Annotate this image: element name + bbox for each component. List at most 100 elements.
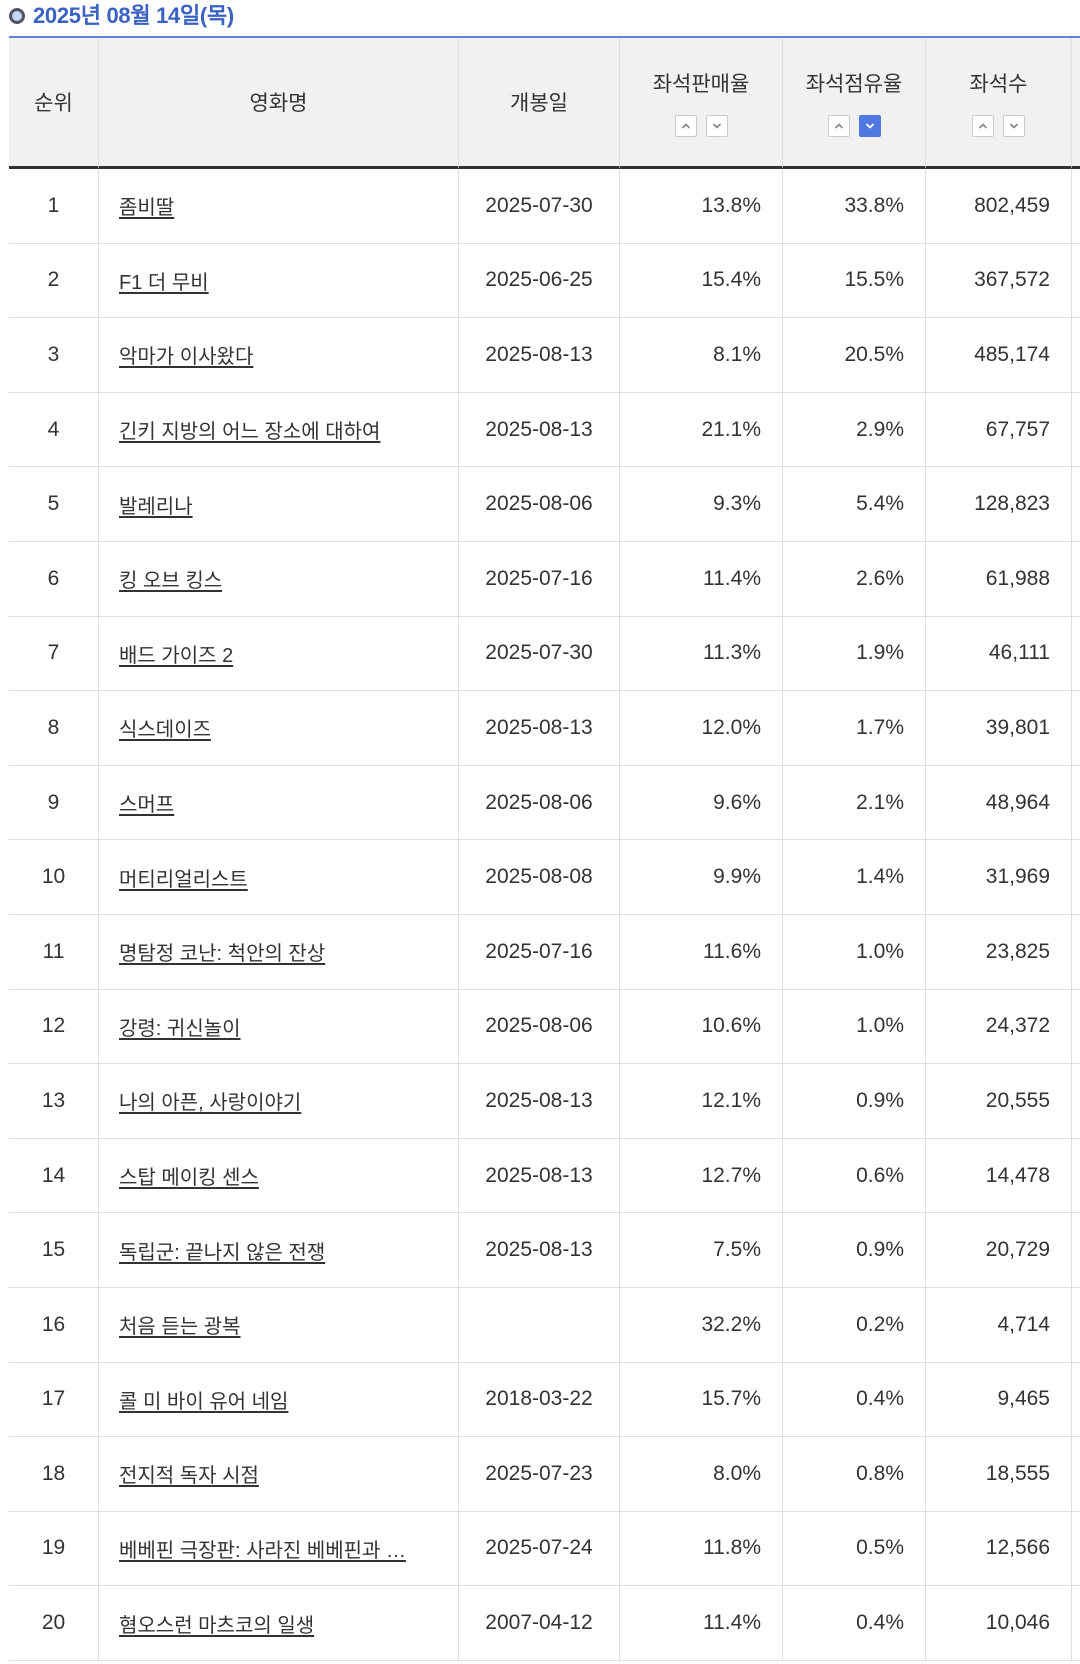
- table-row: 4 긴키 지방의 어느 장소에 대하여 2025-08-13 21.1% 2.9…: [9, 392, 1080, 468]
- seat-sales-rate-cell: 11.6%: [620, 914, 783, 990]
- seat-count-cell: 20,729: [926, 1213, 1072, 1288]
- rank-cell: 11: [9, 914, 99, 990]
- rank-cell: 9: [9, 765, 99, 841]
- seat-share-cell: 0.6%: [783, 1138, 926, 1214]
- column-header-label: 좌석수: [969, 73, 1028, 96]
- rank-cell: 3: [9, 318, 99, 393]
- movie-title-link[interactable]: 악마가 이사왔다: [119, 346, 254, 369]
- open-date-cell: [459, 1287, 620, 1363]
- movie-title-cell: 명탐정 코난: 척안의 잔상: [99, 914, 459, 990]
- seat-share-cell: 20.5%: [783, 318, 926, 393]
- rank-cell: 12: [9, 989, 99, 1065]
- movie-title-cell: F1 더 무비: [99, 243, 459, 319]
- movie-title-cell: 발레리나: [99, 467, 459, 542]
- movie-title-link[interactable]: 나의 아픈, 사랑이야기: [119, 1092, 302, 1115]
- movie-title-cell: 콜 미 바이 유어 네임: [99, 1362, 459, 1438]
- open-date-cell: 2025-08-13: [459, 392, 620, 468]
- seat-sales-rate-cell: 9.9%: [620, 840, 783, 915]
- movie-title-link[interactable]: 전지적 독자 시점: [119, 1465, 259, 1488]
- movie-title-link[interactable]: 스머프: [119, 794, 175, 817]
- movie-title-link[interactable]: 긴키 지방의 어느 장소에 대하여: [119, 421, 381, 444]
- rank-cell: 4: [9, 392, 99, 468]
- sort-ascending-button[interactable]: [972, 115, 994, 137]
- seat-sales-rate-cell: 8.1%: [620, 318, 783, 393]
- movie-title-cell: 악마가 이사왔다: [99, 318, 459, 393]
- sort-ascending-button[interactable]: [674, 115, 697, 137]
- open-date-cell: 2025-08-06: [459, 989, 620, 1065]
- table-row: 5 발레리나 2025-08-06 9.3% 5.4% 128,823: [9, 467, 1080, 542]
- movie-title-link[interactable]: 식스데이즈: [119, 719, 211, 742]
- rank-cell: 2: [9, 243, 99, 319]
- sort-descending-button[interactable]: [705, 115, 728, 137]
- seat-share-cell: 1.0%: [783, 914, 926, 990]
- table-row: 12 강령: 귀신놀이 2025-08-06 10.6% 1.0% 24,372: [9, 989, 1080, 1065]
- seat-count-cell: 12,566: [926, 1511, 1072, 1587]
- movie-title-link[interactable]: 명탐정 코난: 척안의 잔상: [119, 943, 326, 966]
- movie-title-cell: 전지적 독자 시점: [99, 1437, 459, 1512]
- seat-share-cell: 2.1%: [783, 765, 926, 841]
- movie-title-link[interactable]: 베베핀 극장판: 사라진 베베핀과 …: [119, 1539, 406, 1562]
- sort-descending-button[interactable]: [858, 115, 881, 137]
- box-office-table: 순위 영화명 개봉일 좌석판매율 좌석점유율: [9, 36, 1080, 1661]
- column-header-seat-share: 좌석점유율: [783, 38, 926, 169]
- rank-cell: 5: [9, 467, 99, 542]
- rank-cell: 13: [9, 1064, 99, 1139]
- seat-count-cell: 24,372: [926, 989, 1072, 1065]
- movie-title-link[interactable]: 처음 듣는 광복: [119, 1316, 241, 1339]
- sort-controls: [783, 115, 925, 137]
- column-header-overflow: [1072, 38, 1080, 169]
- movie-title-link[interactable]: 배드 가이즈 2: [119, 644, 234, 667]
- column-header-open-date: 개봉일: [459, 38, 620, 169]
- seat-share-cell: 15.5%: [783, 243, 926, 319]
- open-date-cell: 2025-06-25: [459, 243, 620, 319]
- open-date-cell: 2018-03-22: [459, 1362, 620, 1438]
- sort-ascending-button[interactable]: [827, 115, 850, 137]
- seat-sales-rate-cell: 11.4%: [620, 1586, 783, 1661]
- movie-title-link[interactable]: 강령: 귀신놀이: [119, 1017, 241, 1040]
- movie-title-link[interactable]: 좀비딸: [119, 197, 175, 220]
- table-row: 13 나의 아픈, 사랑이야기 2025-08-13 12.1% 0.9% 20…: [9, 1064, 1080, 1139]
- movie-title-link[interactable]: 혐오스런 마츠코의 일생: [119, 1614, 315, 1637]
- sort-descending-button[interactable]: [1003, 115, 1025, 137]
- overflow-cell: [1072, 840, 1080, 915]
- movie-title-cell: 나의 아픈, 사랑이야기: [99, 1064, 459, 1139]
- seat-sales-rate-cell: 9.6%: [620, 765, 783, 841]
- seat-sales-rate-cell: 32.2%: [620, 1287, 783, 1363]
- seat-count-cell: 485,174: [926, 318, 1072, 393]
- seat-count-cell: 67,757: [926, 392, 1072, 468]
- seat-sales-rate-cell: 13.8%: [620, 169, 783, 244]
- open-date-cell: 2007-04-12: [459, 1586, 620, 1661]
- seat-sales-rate-cell: 15.7%: [620, 1362, 783, 1438]
- rank-cell: 1: [9, 169, 99, 244]
- movie-title-link[interactable]: 킹 오브 킹스: [119, 570, 223, 593]
- open-date-cell: 2025-08-13: [459, 1138, 620, 1214]
- chevron-up-icon: [834, 123, 843, 129]
- seat-sales-rate-cell: 9.3%: [620, 467, 783, 542]
- movie-title-link[interactable]: 머티리얼리스트: [119, 868, 248, 891]
- header-row: 순위 영화명 개봉일 좌석판매율 좌석점유율: [9, 38, 1080, 169]
- table-row: 17 콜 미 바이 유어 네임 2018-03-22 15.7% 0.4% 9,…: [9, 1362, 1080, 1438]
- seat-sales-rate-cell: 12.7%: [620, 1138, 783, 1214]
- seat-sales-rate-cell: 11.3%: [620, 616, 783, 692]
- movie-title-link[interactable]: F1 더 무비: [119, 271, 209, 294]
- movie-title-cell: 혐오스런 마츠코의 일생: [99, 1586, 459, 1661]
- column-header-label: 영화명: [249, 92, 308, 115]
- movie-title-link[interactable]: 콜 미 바이 유어 네임: [119, 1390, 289, 1413]
- movie-title-cell: 스머프: [99, 765, 459, 841]
- movie-title-link[interactable]: 독립군: 끝나지 않은 전쟁: [119, 1241, 326, 1264]
- seat-count-cell: 128,823: [926, 467, 1072, 542]
- seat-share-cell: 2.9%: [783, 392, 926, 468]
- seat-sales-rate-cell: 8.0%: [620, 1437, 783, 1512]
- movie-title-cell: 식스데이즈: [99, 691, 459, 766]
- open-date-cell: 2025-07-30: [459, 616, 620, 692]
- movie-title-link[interactable]: 스탑 메이킹 센스: [119, 1167, 259, 1190]
- movie-title-cell: 스탑 메이킹 센스: [99, 1138, 459, 1214]
- table-row: 9 스머프 2025-08-06 9.6% 2.1% 48,964: [9, 765, 1080, 841]
- seat-share-cell: 1.7%: [783, 691, 926, 766]
- open-date-cell: 2025-08-06: [459, 765, 620, 841]
- rank-cell: 6: [9, 541, 99, 617]
- movie-title-link[interactable]: 발레리나: [119, 495, 193, 518]
- open-date-cell: 2025-08-13: [459, 318, 620, 393]
- table-row: 8 식스데이즈 2025-08-13 12.0% 1.7% 39,801: [9, 691, 1080, 766]
- rank-cell: 14: [9, 1138, 99, 1214]
